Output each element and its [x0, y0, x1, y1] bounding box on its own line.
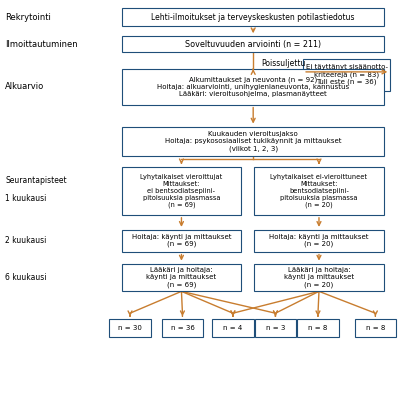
Text: Lyhytaikaiset ei-vieroittuneet
Mittaukset:
bentsodiatsepiini-
pitoisuuksia plasm: Lyhytaikaiset ei-vieroittuneet Mittaukse… [270, 174, 368, 208]
Text: Alkuarvio: Alkuarvio [5, 82, 44, 91]
FancyBboxPatch shape [122, 264, 241, 291]
FancyBboxPatch shape [109, 319, 151, 337]
Text: n = 8: n = 8 [366, 325, 385, 331]
Text: Lääkäri ja hoitaja:
käynti ja mittaukset
(n = 20): Lääkäri ja hoitaja: käynti ja mittaukset… [284, 267, 354, 288]
FancyBboxPatch shape [303, 59, 390, 91]
Text: 6 kuukausi: 6 kuukausi [5, 273, 47, 282]
Text: Rekrytointi: Rekrytointi [5, 13, 51, 22]
Text: Kuukauden vieroitusjakso
Hoitaja: psykososiaaliset tukikäynnit ja mittaukset
(vi: Kuukauden vieroitusjakso Hoitaja: psykos… [165, 131, 342, 152]
Text: n = 4: n = 4 [223, 325, 242, 331]
Text: n = 30: n = 30 [118, 325, 142, 331]
Text: Hoitaja: käynti ja mittaukset
(n = 69): Hoitaja: käynti ja mittaukset (n = 69) [132, 234, 231, 248]
Text: Ei täyttänyt sisäänotto-
kriteerejä (n = 83)
Tuli este (n = 36): Ei täyttänyt sisäänotto- kriteerejä (n =… [306, 64, 388, 85]
Text: Lääkäri ja hoitaja:
käynti ja mittaukset
(n = 69): Lääkäri ja hoitaja: käynti ja mittaukset… [146, 267, 216, 288]
Text: Alkumittaukset ja neuvonta (n = 92)
Hoitaja: alkuarviointi, unihygienianeuvonta,: Alkumittaukset ja neuvonta (n = 92) Hoit… [157, 76, 349, 97]
FancyBboxPatch shape [354, 319, 396, 337]
FancyBboxPatch shape [254, 264, 384, 291]
Text: Lyhytaikaiset vieroittujat
Mittaukset:
ei bentsodiatsepiini-
pitoisuuksia plasma: Lyhytaikaiset vieroittujat Mittaukset: e… [140, 174, 222, 208]
Text: Seurantapisteet: Seurantapisteet [5, 176, 67, 185]
Text: Hoitaja: käynti ja mittaukset
(n = 20): Hoitaja: käynti ja mittaukset (n = 20) [269, 234, 369, 248]
FancyBboxPatch shape [254, 230, 384, 252]
Text: 1 kuukausi: 1 kuukausi [5, 194, 47, 203]
Text: n = 3: n = 3 [266, 325, 285, 331]
FancyBboxPatch shape [122, 230, 241, 252]
Text: n = 8: n = 8 [308, 325, 328, 331]
Text: n = 36: n = 36 [170, 325, 194, 331]
FancyBboxPatch shape [162, 319, 203, 337]
FancyBboxPatch shape [212, 319, 254, 337]
FancyBboxPatch shape [255, 319, 296, 337]
FancyBboxPatch shape [254, 167, 384, 215]
Text: Lehti-ilmoitukset ja terveyskeskusten potilastiedotus: Lehti-ilmoitukset ja terveyskeskusten po… [152, 13, 355, 22]
FancyBboxPatch shape [122, 126, 384, 156]
FancyBboxPatch shape [297, 319, 339, 337]
Text: Ilmoittautuminen: Ilmoittautuminen [5, 40, 78, 48]
Text: 2 kuukausi: 2 kuukausi [5, 236, 47, 245]
FancyBboxPatch shape [122, 167, 241, 215]
FancyBboxPatch shape [122, 8, 384, 26]
Text: Poissuljettu: Poissuljettu [261, 60, 306, 68]
FancyBboxPatch shape [122, 69, 384, 105]
Text: Soveltuvuuden arviointi (n = 211): Soveltuvuuden arviointi (n = 211) [185, 40, 321, 48]
FancyBboxPatch shape [122, 36, 384, 52]
